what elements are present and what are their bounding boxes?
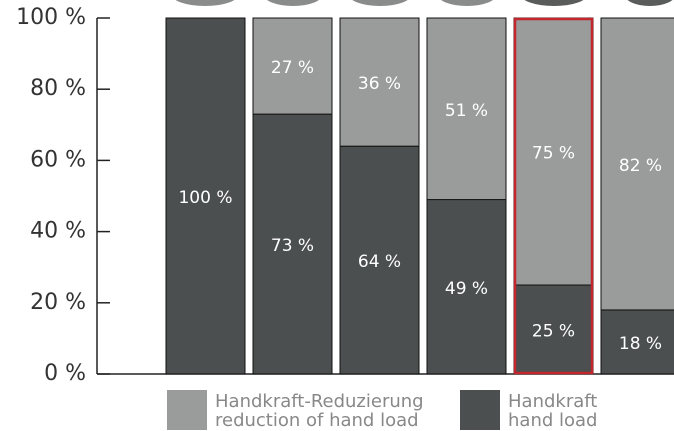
- value-label: 75 %: [532, 144, 575, 164]
- value-label: 64 %: [358, 252, 401, 272]
- y-tick-label: 20 %: [30, 290, 86, 315]
- value-label: 49 %: [445, 279, 488, 299]
- legend-label: Handkraft: [508, 391, 597, 412]
- value-label: 51 %: [445, 101, 488, 121]
- y-tick-label: 100 %: [16, 5, 86, 30]
- product-images: [171, 0, 674, 6]
- value-label: 100 %: [178, 188, 232, 208]
- y-tick-label: 80 %: [30, 76, 86, 101]
- legend-sublabel: hand load: [508, 410, 597, 431]
- y-tick-label: 60 %: [30, 147, 86, 172]
- value-label: 36 %: [358, 74, 401, 94]
- value-label: 18 %: [619, 334, 662, 354]
- legend-swatch: [167, 390, 207, 430]
- y-tick-label: 40 %: [30, 219, 86, 244]
- value-label: 82 %: [619, 156, 662, 176]
- legend-label: Handkraft-Reduzierung: [215, 391, 424, 412]
- value-label: 27 %: [271, 58, 314, 78]
- legend-sublabel: reduction of hand load: [215, 410, 419, 431]
- chart: 0 % 20 % 40 % 60 % 80 % 100 % 100 % 73 % 27 % 64 …: [0, 0, 674, 431]
- value-label: 25 %: [532, 322, 575, 342]
- value-label: 73 %: [271, 236, 314, 256]
- y-tick-label: 0 %: [44, 361, 86, 386]
- legend-swatch: [460, 390, 500, 430]
